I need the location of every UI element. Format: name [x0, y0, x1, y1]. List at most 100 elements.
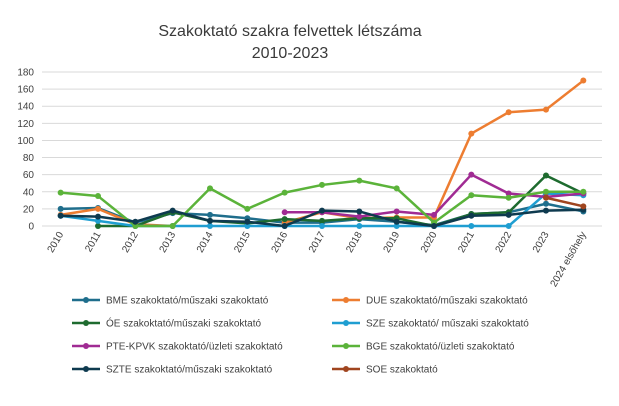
data-point	[393, 185, 400, 192]
legend-label: SZE szakoktató/ műszaki szakoktató	[366, 319, 529, 330]
legend-label: BME szakoktató/műszaki szakoktató	[106, 296, 269, 307]
data-point	[505, 190, 512, 197]
data-point	[319, 207, 325, 214]
x-tick-label: 2014	[195, 230, 216, 255]
data-point	[431, 223, 437, 229]
legend-item: DUE szakoktató/műszaki szakoktató	[332, 296, 528, 307]
x-tick-label: 2016	[270, 230, 291, 255]
legend-marker	[343, 343, 349, 349]
series-6	[57, 206, 587, 229]
data-point	[95, 193, 101, 200]
data-point	[281, 216, 288, 223]
y-tick-label: 0	[28, 222, 34, 233]
chart-title-line-2: 2010-2023	[252, 45, 329, 62]
legend-item: SOE szakoktató	[332, 365, 438, 376]
legend-label: DUE szakoktató/műszaki szakoktató	[366, 296, 528, 307]
data-point	[505, 194, 512, 201]
data-point	[468, 212, 475, 219]
legend-marker	[83, 320, 89, 326]
series-lines	[57, 77, 587, 229]
data-point	[132, 223, 139, 229]
data-point	[319, 181, 325, 188]
y-tick-label: 80	[23, 153, 35, 164]
legend-marker	[83, 366, 89, 372]
x-tick-label: 2015	[232, 230, 253, 255]
data-point	[543, 172, 549, 179]
data-point	[431, 211, 437, 218]
y-tick-label: 140	[17, 102, 34, 113]
data-point	[244, 218, 251, 225]
gridlines	[42, 71, 602, 227]
data-point	[281, 189, 288, 196]
x-tick-label: 2018	[344, 230, 365, 255]
data-point	[543, 200, 549, 207]
legend-label: SZTE szakoktató/műszaki szakoktató	[106, 365, 273, 376]
y-axis-ticks: 0 20 40 60 80 100 120 140 160 180	[17, 68, 34, 233]
data-point	[95, 223, 101, 229]
data-point	[207, 185, 213, 192]
data-point	[356, 177, 363, 184]
y-tick-label: 60	[23, 170, 35, 181]
legend-label: PTE-KPVK szakoktató/üzleti szakoktató	[106, 342, 283, 353]
data-point	[57, 189, 64, 196]
data-point	[393, 223, 400, 229]
y-tick-label: 20	[23, 204, 35, 215]
data-point	[319, 223, 325, 229]
data-point	[169, 207, 176, 214]
legend-item: BME szakoktató/műszaki szakoktató	[72, 296, 269, 307]
legend-label: ÓE szakoktató/műszaki szakoktató	[106, 317, 262, 330]
x-tick-label: 2010	[46, 230, 67, 255]
legend-item: BGE szakoktató/üzleti szakoktató	[332, 342, 515, 353]
data-point	[207, 217, 213, 224]
x-tick-label: 2019	[382, 230, 403, 255]
y-tick-label: 160	[17, 85, 34, 96]
data-point	[95, 213, 101, 220]
series-line	[545, 196, 584, 208]
data-point	[393, 218, 400, 225]
data-point	[244, 223, 251, 229]
legend-label: SOE szakoktató	[366, 365, 438, 376]
x-tick-label: 2022	[494, 230, 515, 255]
data-point	[393, 208, 400, 215]
chart-title-line-1: Szakoktató szakra felvettek létszáma	[158, 23, 421, 40]
data-point	[580, 77, 587, 84]
x-tick-label: 2020	[419, 230, 440, 255]
data-point	[281, 209, 288, 216]
data-point	[543, 194, 549, 201]
series-1	[57, 77, 587, 229]
data-point	[505, 223, 512, 229]
data-point	[244, 205, 251, 212]
data-point	[281, 223, 288, 229]
data-point	[95, 205, 101, 212]
data-point	[543, 188, 549, 195]
series-7	[543, 194, 587, 210]
data-point	[543, 106, 549, 113]
data-point	[356, 223, 363, 229]
series-line	[98, 174, 584, 228]
legend-marker	[83, 343, 89, 349]
data-point	[57, 205, 64, 212]
data-point	[207, 211, 213, 218]
data-point	[356, 208, 363, 215]
y-tick-label: 120	[17, 119, 34, 130]
data-point	[132, 218, 139, 225]
data-point	[580, 188, 587, 195]
legend-item: SZE szakoktató/ műszaki szakoktató	[332, 319, 529, 330]
legend-marker	[343, 366, 349, 372]
x-tick-label: 2012	[120, 230, 141, 255]
x-tick-label: 2024 elsőhely	[549, 230, 589, 289]
y-tick-label: 40	[23, 187, 35, 198]
legend-item: ÓE szakoktató/műszaki szakoktató	[72, 317, 262, 330]
data-point	[169, 223, 176, 229]
x-tick-label: 2021	[456, 230, 477, 255]
legend: BME szakoktató/műszaki szakoktató DUE sza…	[72, 296, 529, 376]
y-tick-label: 100	[17, 136, 34, 147]
series-2	[95, 172, 587, 229]
data-point	[580, 203, 587, 210]
legend-marker	[343, 320, 349, 326]
data-point	[57, 212, 64, 219]
data-point	[505, 211, 512, 218]
data-point	[95, 217, 101, 224]
